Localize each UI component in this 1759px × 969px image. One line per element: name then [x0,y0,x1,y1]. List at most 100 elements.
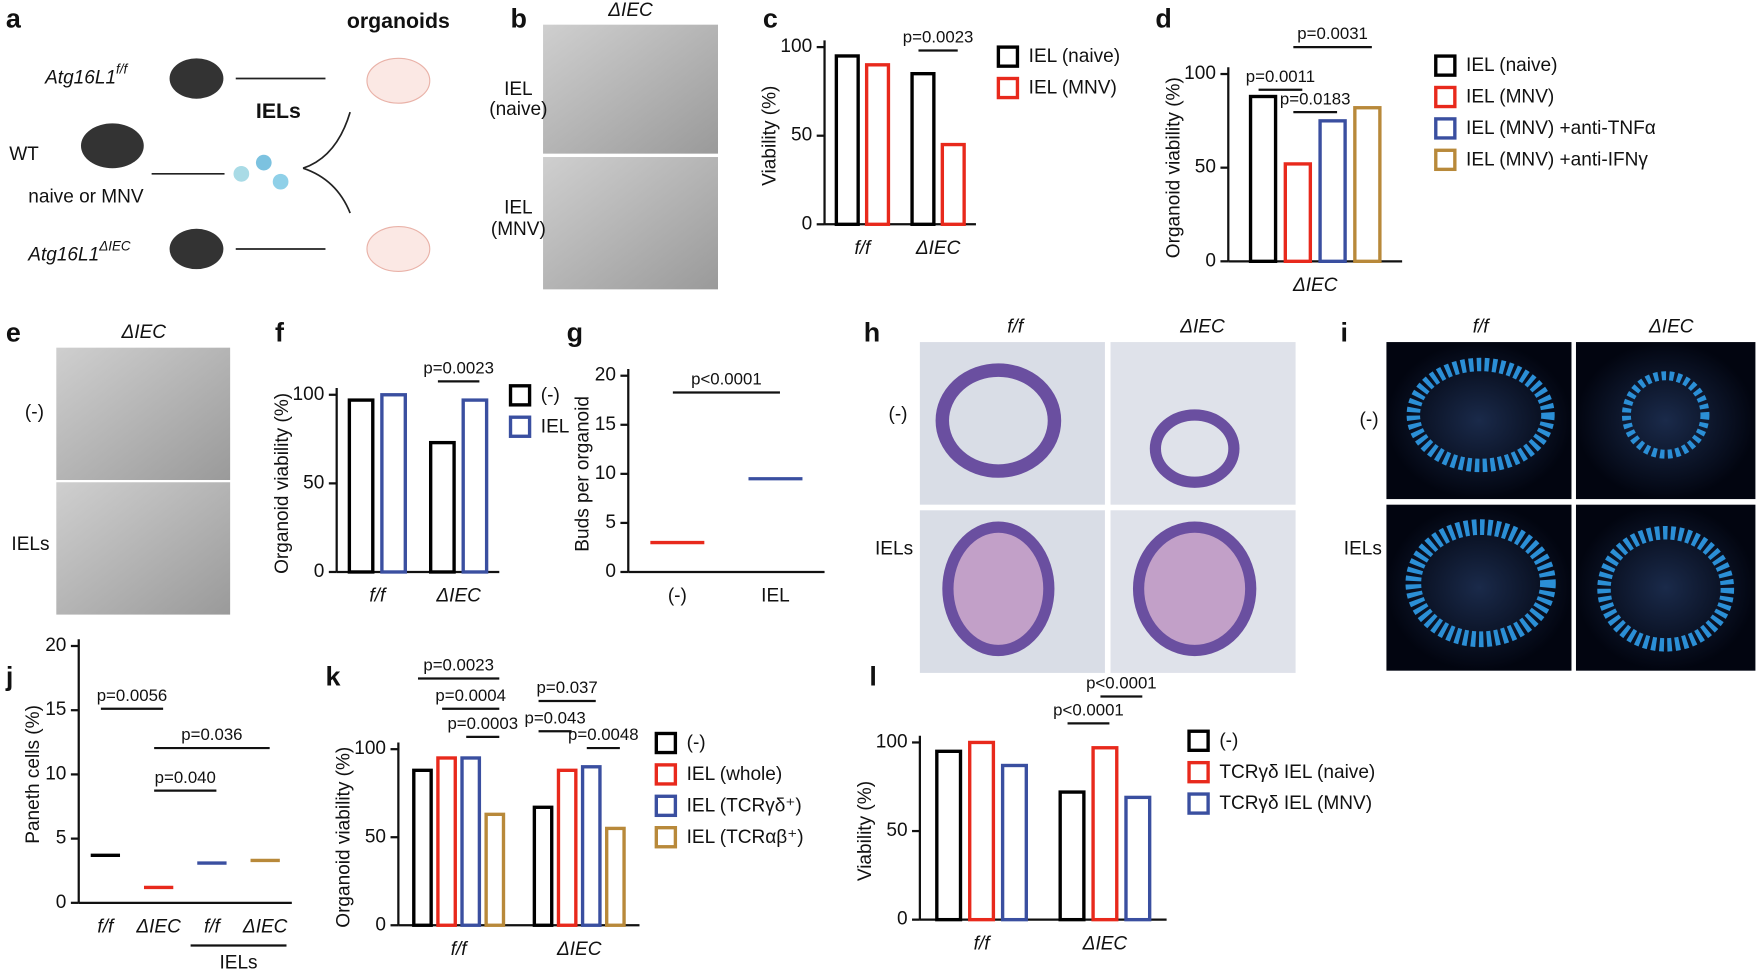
legend-swatch [1434,117,1457,140]
legend-label: IEL (whole) [687,764,783,785]
legend-label: IEL (TCRγδ⁺) [687,795,802,816]
p-value: p=0.0031 [1297,24,1368,43]
x-tick-label: f/f [854,238,872,259]
y-tick-label: 20 [595,365,616,386]
legend-label: TCRγδ IEL (MNV) [1219,793,1372,814]
label: IELs [1344,539,1382,560]
micrograph [543,157,718,290]
legend-label: (-) [687,733,706,754]
label: (-) [1360,410,1379,431]
group-label: IELs [219,952,257,969]
nuclei [1621,371,1710,459]
label: IELs [11,534,49,555]
legend-swatch [1434,148,1457,172]
legend-swatch [1187,729,1210,752]
p-value: p=0.037 [537,678,598,697]
y-tick-label: 100 [876,731,908,752]
y-tick-label: 100 [293,384,325,405]
y-tick-label: 20 [45,635,66,656]
legend-label: IEL (naive) [1029,46,1120,67]
p-value: p=0.040 [155,768,216,787]
bar [460,756,482,927]
organoid [366,225,431,272]
label: Atg16L1ΔIEC [27,238,131,265]
y-tick-label: 50 [365,826,386,847]
p-value: p<0.0001 [1053,700,1124,719]
y-tick-label: 0 [897,909,908,930]
p-value: p=0.0048 [568,725,639,744]
y-tick-label: 5 [605,512,616,533]
tissue [1149,409,1240,488]
label: ΔIEC [1648,317,1694,338]
panel-letter: g [567,317,583,347]
tissue [1132,521,1257,657]
p-value: p=0.0011 [1246,67,1315,86]
x-tick-label: ΔIEC [135,917,181,938]
legend-label: IEL (MNV) +anti-IFNγ [1466,149,1648,170]
y-tick-label: 10 [45,763,66,784]
label: WT [9,144,39,165]
cell [255,154,272,171]
y-tick-label: 0 [1205,250,1216,271]
legend-swatch [1434,54,1457,77]
y-tick-label: 50 [1195,157,1216,178]
bar [1318,119,1347,263]
panel-letter: e [6,317,21,347]
x-tick-label: ΔIEC [915,238,961,259]
p-value: p=0.0056 [97,686,168,705]
label: Atg16L1f/f [44,61,128,88]
label: (naive) [489,99,547,120]
legend-swatch [1434,85,1457,109]
y-tick-label: 100 [780,36,812,57]
x-tick-label: ΔIEC [1082,933,1128,954]
x-tick-label: f/f [451,939,469,960]
x-tick-label: (-) [668,586,687,607]
label: ΔIEC [121,322,167,343]
p-value: p=0.0023 [423,656,494,675]
sup: ΔIEC [98,238,131,253]
y-tick-label: 5 [56,828,67,849]
mouse [169,58,224,99]
panel-letter: c [763,3,778,33]
nuclei [1405,519,1556,648]
legend-swatch [654,826,678,849]
legend-swatch [508,384,532,407]
gene: Atg16L1 [44,68,116,89]
y-tick-label: 0 [56,892,67,913]
gene: Atg16L1 [27,245,99,266]
x-tick-label: IEL [761,586,790,607]
bar [484,812,506,927]
y-tick-label: 0 [802,213,813,234]
bar [532,805,554,927]
bar [428,440,456,574]
legend-swatch [654,731,678,755]
panel-letter: a [6,3,22,33]
x-tick-label: ΔIEC [242,917,288,938]
p-value: p=0.036 [181,725,242,744]
bar [461,398,489,574]
y-tick-label: 15 [45,699,66,720]
legend-label: IEL (naive) [1466,55,1557,76]
bar [436,756,457,927]
legend-label: (-) [541,385,560,406]
legend-label: IEL (MNV) [1029,78,1117,99]
panel-h: h f/f ΔIEC (-) IELs [864,317,1296,673]
legend-label: IEL (TCRαβ⁺) [687,827,804,848]
y-axis-label: Organoid viability (%) [334,747,355,928]
bar [1091,746,1119,922]
y-axis-label: Organoid viability (%) [1163,77,1184,258]
panel-letter: i [1340,317,1347,347]
label: IELs [256,99,301,123]
bar [347,398,375,574]
x-tick-label: ΔIEC [435,586,481,607]
legend-swatch [1187,792,1210,815]
bar [1058,790,1086,922]
y-tick-label: 100 [1184,63,1216,84]
y-axis-label: Buds per organoid [572,396,593,552]
bar [412,768,433,927]
label: naive or MNV [28,186,144,207]
legend-swatch [654,763,678,786]
bar [380,393,407,574]
bar [1124,795,1152,922]
